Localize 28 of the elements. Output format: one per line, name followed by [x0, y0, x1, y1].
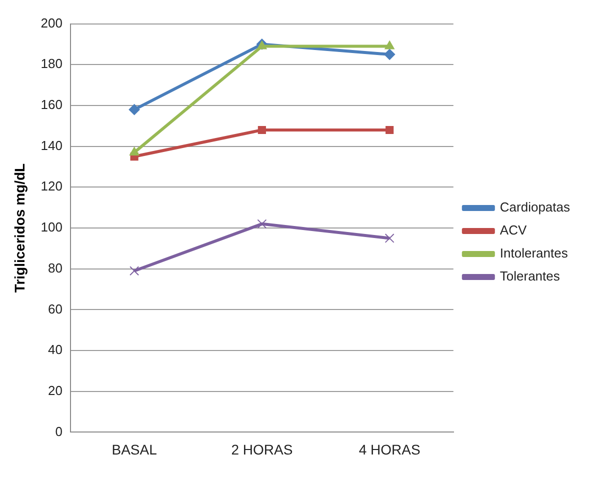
y-tick-label: 120: [40, 178, 62, 194]
y-tick-label: 20: [48, 382, 62, 398]
point: [258, 126, 266, 134]
point: [130, 266, 140, 276]
y-tick-label: 100: [40, 220, 62, 235]
point: [384, 233, 394, 243]
y-tick-label: 180: [40, 56, 62, 72]
x-tick-label: 2 HORAS: [231, 441, 293, 458]
point: [386, 126, 394, 134]
legend-label: Cardiopatas: [500, 200, 570, 215]
point: [384, 48, 396, 60]
point: [384, 40, 394, 50]
y-tick-label: 200: [40, 15, 62, 30]
legend-label: Tolerantes: [500, 268, 560, 284]
x-tick-label: 4 HORAS: [358, 441, 420, 458]
legend-label: ACV: [500, 222, 527, 238]
point: [257, 219, 267, 229]
point: [129, 146, 140, 156]
y-tick-label: 60: [48, 301, 62, 316]
x-tick-label: BASAL: [112, 441, 158, 458]
y-tick-label: 160: [40, 97, 62, 112]
y-tick-label: 80: [48, 260, 62, 276]
y-axis-title: Trigliceridos mg/dL: [11, 162, 28, 293]
point: [128, 104, 140, 116]
y-tick-label: 0: [55, 424, 62, 439]
y-tick-label: 40: [48, 342, 62, 358]
y-tick-label: 140: [40, 138, 62, 153]
legend-label: Intolerantes: [500, 246, 568, 261]
